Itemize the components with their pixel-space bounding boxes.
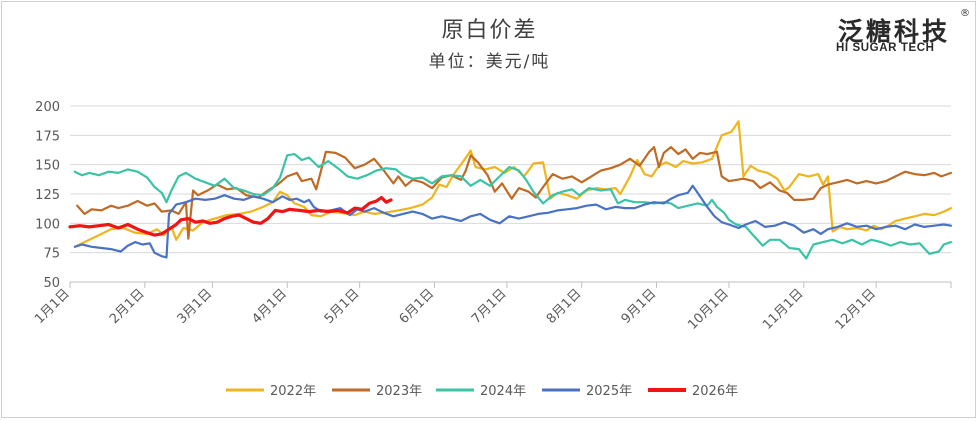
x-tick-label: 6月1日 [397, 286, 438, 327]
x-tick-label: 10月1日 [685, 286, 732, 333]
series-line-2026年 [68, 195, 393, 237]
x-tick-label: 8月1日 [544, 286, 585, 327]
logo-name-cn: 泛糖科技 [838, 17, 951, 46]
chart-subtitle: 单位：美元/吨 [428, 52, 551, 72]
x-tick-label: 4月1日 [249, 286, 290, 327]
y-tick-label: 125 [35, 188, 60, 203]
legend-label: 2023年 [376, 384, 422, 399]
brand-logo: 泛糖科技 ® HI SUGAR TECH [832, 8, 972, 60]
legend-label: 2022年 [270, 384, 316, 399]
x-tick-label: 12月1日 [832, 286, 879, 333]
logo-name-en: HI SUGAR TECH [836, 42, 935, 54]
logo-registered-mark: ® [960, 8, 970, 19]
legend-label: 2025年 [586, 384, 632, 399]
series-line-2024年 [73, 153, 953, 260]
legend: 2022年 2023年 2024年 2025年 2026年 [226, 384, 738, 399]
y-tick-label: 175 [35, 129, 60, 144]
y-tick-label: 100 [35, 217, 60, 232]
y-tick-label: 50 [43, 276, 60, 291]
y-tick-label: 150 [35, 159, 60, 174]
x-tick-label: 11月1日 [760, 286, 807, 333]
x-tick-label: 5月1日 [322, 286, 363, 327]
x-tick-label: 1月1日 [32, 286, 73, 327]
series-lines [68, 120, 953, 260]
series-line-2023年 [76, 146, 953, 240]
x-tick-label: 7月1日 [469, 286, 510, 327]
chart-title: 原白价差 [441, 18, 538, 43]
x-tick-label: 3月1日 [175, 286, 216, 327]
gridlines [70, 105, 951, 254]
x-tick-label: 2月1日 [107, 286, 148, 327]
y-tick-label: 200 [35, 100, 60, 115]
legend-label: 2024年 [480, 384, 526, 399]
y-tick-label: 75 [43, 247, 60, 262]
legend-label: 2026年 [692, 384, 738, 399]
series-line-2025年 [73, 184, 953, 259]
x-tick-label: 9月1日 [619, 286, 660, 327]
